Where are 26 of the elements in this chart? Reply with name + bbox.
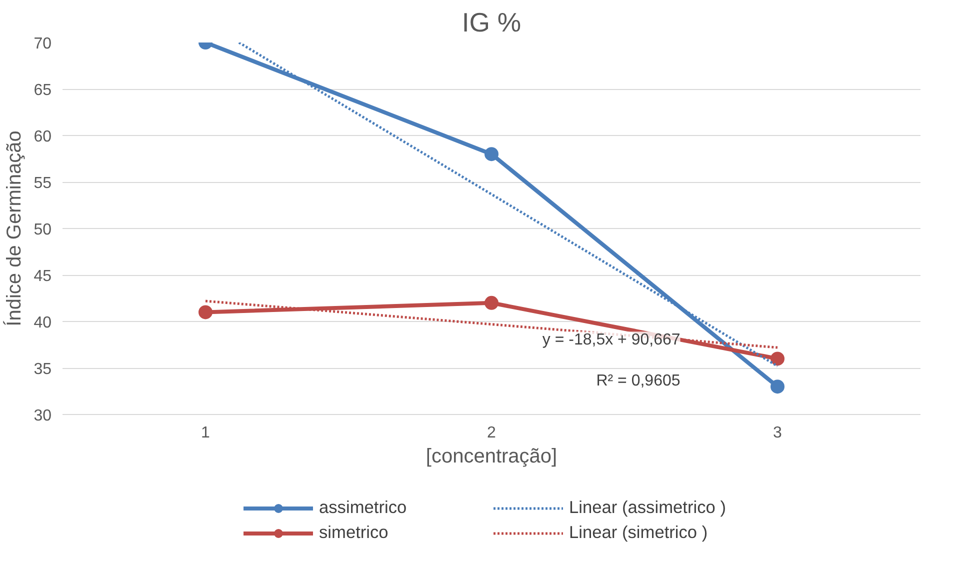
x-tick-label: 1 [201, 424, 210, 442]
x-axis-title: [concentração] [426, 446, 558, 468]
point [770, 380, 784, 394]
chart-title: IG % [462, 8, 522, 38]
y-tick-label: 65 [34, 82, 52, 99]
point [770, 352, 784, 366]
point [484, 147, 498, 162]
point [484, 296, 498, 310]
point [198, 305, 212, 320]
x-tick-label: 3 [773, 424, 782, 442]
legend-label: assimetrico [319, 497, 408, 518]
x-tick-label: 2 [487, 424, 496, 442]
annotation: R² = 0,9605 [596, 372, 680, 390]
y-tick-label: 35 [34, 361, 52, 378]
y-tick-label: 70 [34, 36, 52, 52]
legend-label: Linear (assimetrico ) [569, 497, 727, 518]
legend-label: simetrico [319, 522, 390, 543]
y-tick-label: 30 [34, 408, 52, 424]
annotation: y = -18,5x + 90,667 [542, 332, 680, 349]
y-tick-label: 45 [34, 268, 52, 285]
legend-label: Linear (simetrico ) [569, 522, 709, 543]
y-tick-label: 60 [34, 128, 52, 146]
y-tick-label: 55 [34, 175, 52, 192]
y-axis-title: Índice de Germinação [2, 130, 26, 326]
y-tick-label: 50 [34, 222, 52, 238]
y-tick-label: 40 [34, 314, 52, 332]
